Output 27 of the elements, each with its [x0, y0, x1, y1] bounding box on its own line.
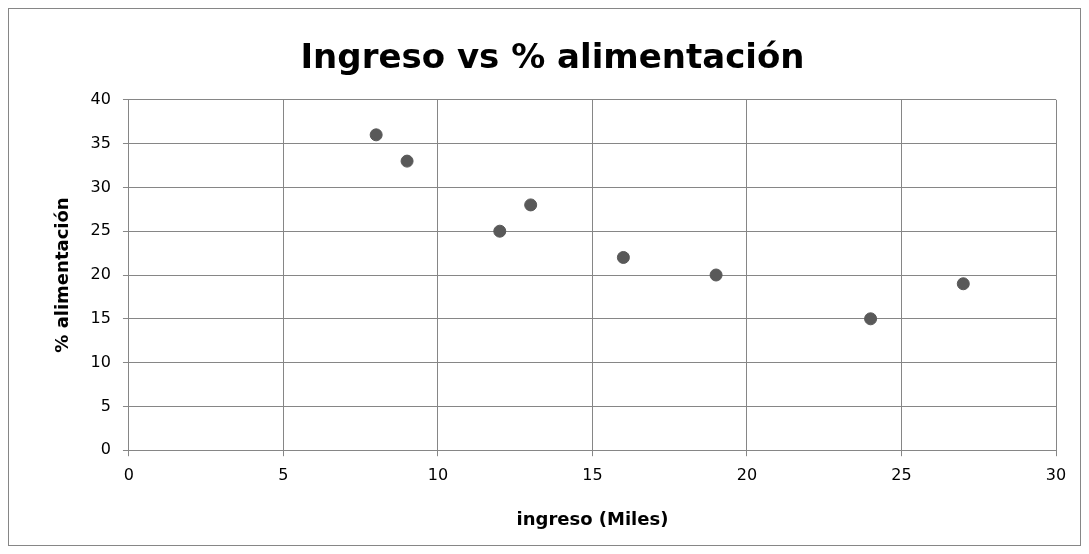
- x-tick-label: 20: [736, 464, 758, 484]
- x-tick-label: 10: [427, 464, 449, 484]
- x-axis-title: ingreso (Miles): [516, 507, 669, 529]
- point: [709, 268, 723, 282]
- x-tick-label: 25: [891, 464, 912, 484]
- x-tick-label: 15: [582, 464, 603, 484]
- y-tick-label: 30: [90, 176, 111, 196]
- y-axis-title: % alimentación: [51, 197, 73, 353]
- point: [400, 154, 414, 168]
- point: [864, 312, 878, 326]
- point: [369, 128, 383, 142]
- y-tick-label: 10: [90, 351, 111, 371]
- y-tick-label: 20: [90, 264, 111, 284]
- point: [616, 250, 630, 264]
- x-tick-label: 5: [278, 464, 289, 484]
- y-tick-label: 35: [90, 132, 111, 152]
- x-tick-label: 30: [1045, 464, 1067, 484]
- point: [956, 277, 970, 291]
- chart-title: Ingreso vs % alimentación: [300, 36, 805, 77]
- x-tick-label: 0: [123, 464, 135, 484]
- y-tick-label: 0: [100, 439, 111, 459]
- point: [493, 224, 507, 238]
- y-tick-label: 15: [90, 307, 111, 327]
- y-tick-label: 25: [90, 220, 111, 240]
- y-tick-label: 5: [100, 395, 111, 415]
- point: [524, 198, 538, 212]
- y-tick-label: 40: [90, 88, 111, 108]
